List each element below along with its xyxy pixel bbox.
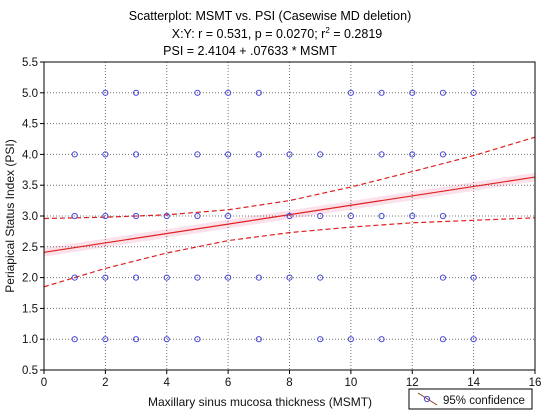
data-point — [194, 212, 201, 220]
x-tick-label: 0 — [41, 377, 47, 389]
y-tick-label: 5.5 — [22, 57, 38, 69]
y-tick-label: 3.5 — [22, 180, 38, 192]
data-point — [439, 89, 447, 96]
legend-circle-icon — [423, 395, 431, 403]
data-point — [132, 212, 140, 220]
y-tick-label: 2.0 — [22, 273, 38, 285]
data-point — [163, 336, 170, 343]
correlation-stats-prefix: X:Y: r = 0.531, p = 0.0270; r — [172, 27, 326, 41]
data-point — [409, 212, 416, 220]
data-point — [163, 212, 170, 220]
regression-line-group — [43, 176, 536, 253]
y-tick-label: 0.5 — [22, 365, 38, 377]
y-axis-ticks: 0.5 1.0 1.5 2.0 2.5 3.0 3.5 4.0 4.5 5.0 5.5 — [22, 57, 44, 377]
data-point — [347, 89, 354, 96]
data-point — [317, 336, 324, 343]
data-point — [347, 336, 354, 343]
data-point — [102, 212, 109, 220]
x-tick-label: 16 — [529, 377, 542, 389]
data-point — [132, 151, 140, 158]
legend-line-icon — [417, 392, 438, 406]
x-tick-label: 8 — [286, 377, 292, 389]
x-tick-label: 10 — [344, 377, 357, 389]
data-point — [378, 89, 385, 96]
data-point — [347, 212, 354, 220]
y-tick-label: 2.5 — [22, 242, 38, 254]
correlation-stats: X:Y: r = 0.531, p = 0.0270; r2 = 0.2819 — [172, 26, 383, 41]
data-point — [102, 274, 109, 281]
data-point — [286, 151, 293, 158]
data-point — [255, 274, 262, 281]
data-point — [470, 274, 477, 281]
x-tick-label: 2 — [102, 377, 108, 389]
data-point — [439, 274, 447, 281]
data-point — [132, 274, 140, 281]
data-point — [317, 274, 324, 281]
ci-upper-line — [43, 136, 536, 220]
x-tick-label: 4 — [164, 377, 171, 389]
y-tick-label: 3.0 — [22, 211, 38, 223]
data-point — [194, 274, 201, 281]
x-tick-label: 6 — [225, 377, 231, 389]
data-point — [71, 212, 78, 220]
data-point — [132, 336, 140, 343]
y-tick-label: 4.5 — [22, 119, 38, 131]
data-point — [225, 274, 232, 281]
data-point — [409, 151, 416, 158]
data-point — [194, 89, 201, 96]
data-point — [317, 212, 324, 220]
data-point — [132, 89, 140, 96]
data-point — [378, 151, 385, 158]
data-point — [163, 274, 170, 281]
data-point — [225, 151, 232, 158]
data-point — [470, 89, 477, 96]
data-point — [439, 151, 447, 158]
r-squared-superscript: 2 — [325, 26, 330, 35]
legend-label: 95% confidence — [443, 395, 525, 407]
ci-lower-line — [43, 217, 536, 288]
data-points — [71, 89, 477, 343]
y-tick-label: 1.0 — [22, 334, 38, 346]
y-tick-label: 4.0 — [22, 149, 38, 161]
data-point — [317, 151, 324, 158]
data-point — [71, 336, 78, 343]
data-point — [409, 89, 416, 96]
data-point — [378, 336, 385, 343]
data-point — [71, 151, 78, 158]
data-point — [102, 336, 109, 343]
data-point — [286, 274, 293, 281]
data-point — [255, 151, 262, 158]
data-point — [255, 89, 262, 96]
data-point — [439, 336, 447, 343]
data-point — [71, 274, 78, 281]
x-axis-ticks: 0 2 4 6 8 10 12 14 16 — [41, 370, 542, 389]
data-point — [225, 89, 232, 96]
confidence-lines — [43, 136, 536, 288]
legend: 95% confidence — [408, 388, 533, 410]
data-point — [102, 89, 109, 96]
data-point — [255, 336, 262, 343]
data-point — [286, 212, 293, 220]
data-point — [378, 212, 385, 220]
x-axis-label: Maxillary sinus mucosa thickness (MSMT) — [148, 395, 372, 409]
data-point — [225, 212, 232, 220]
data-point — [439, 212, 447, 220]
regression-line — [43, 176, 536, 253]
data-point — [194, 336, 201, 343]
grid — [44, 62, 535, 370]
x-tick-label: 12 — [406, 377, 419, 389]
chart-title-line1: Scatterplot: MSMT vs. PSI (Casewise MD d… — [129, 9, 412, 23]
y-tick-label: 1.5 — [22, 303, 38, 315]
correlation-stats-suffix: = 0.2819 — [330, 27, 383, 41]
y-axis-label: Periapical Status Index (PSI) — [3, 139, 17, 292]
x-tick-label: 14 — [467, 377, 480, 389]
y-tick-label: 5.0 — [22, 88, 38, 100]
data-point — [102, 151, 109, 158]
regression-equation: PSI = 2.4104 + .07633 * MSMT — [163, 44, 337, 58]
legend-box — [408, 388, 533, 410]
data-point — [470, 336, 477, 343]
data-point — [194, 151, 201, 158]
